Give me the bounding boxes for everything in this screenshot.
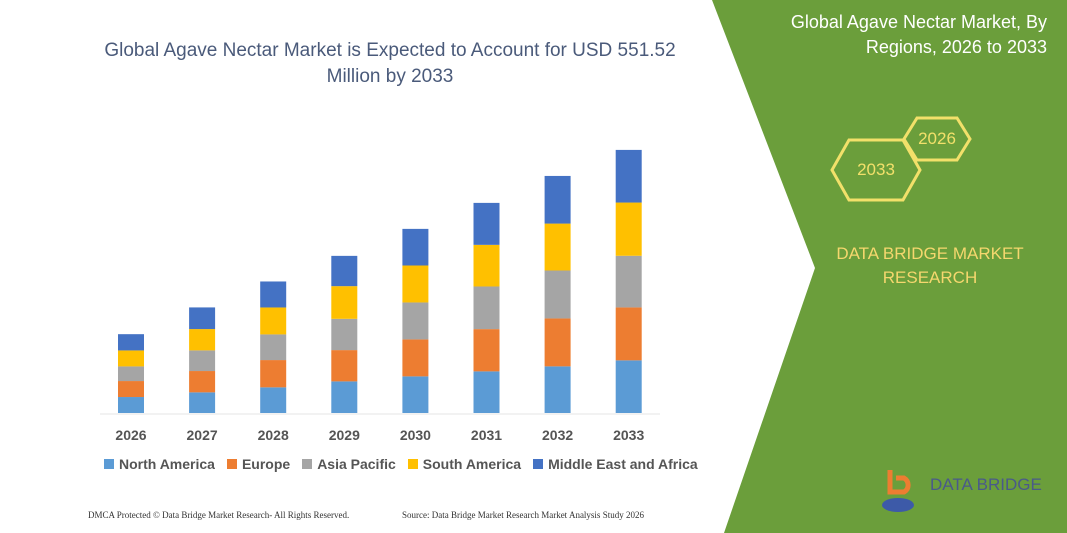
bar-segment-2032-0 bbox=[544, 366, 571, 413]
green-panel bbox=[712, 0, 1067, 533]
bar-segment-2032-3 bbox=[544, 223, 571, 271]
legend-label: South America bbox=[422, 456, 522, 472]
brand-text: DATA BRIDGE MARKET RESEARCH bbox=[836, 244, 1024, 287]
bar-segment-2033-4 bbox=[615, 149, 642, 203]
x-tick-label: 2033 bbox=[613, 427, 644, 443]
bar-segment-2027-1 bbox=[189, 371, 216, 393]
bar-segment-2033-1 bbox=[615, 307, 642, 361]
legend-label: North America bbox=[119, 456, 215, 472]
legend-label: Asia Pacific bbox=[317, 456, 396, 472]
bar-segment-2032-1 bbox=[544, 318, 571, 367]
bar-segment-2031-0 bbox=[473, 371, 500, 413]
legend: North America Europe Asia Pacific South Ame… bbox=[104, 456, 698, 472]
x-tick-label: 2026 bbox=[115, 427, 146, 443]
bar-segment-2031-4 bbox=[473, 202, 500, 245]
x-tick-label: 2030 bbox=[400, 427, 431, 443]
bar-segment-2029-4 bbox=[331, 255, 358, 287]
bar-segment-2028-3 bbox=[260, 307, 287, 335]
hex-label-2026: 2026 bbox=[918, 129, 956, 148]
legend-item: South America bbox=[407, 456, 522, 472]
bar-segment-2030-4 bbox=[402, 228, 429, 266]
legend-swatch bbox=[533, 459, 544, 469]
legend-swatch bbox=[302, 459, 313, 469]
bar-segment-2031-2 bbox=[473, 286, 500, 330]
bar-segment-2029-0 bbox=[331, 381, 358, 413]
footer-source: Source: Data Bridge Market Research Mark… bbox=[402, 510, 644, 520]
bar-segment-2029-2 bbox=[331, 318, 358, 351]
legend-swatch bbox=[104, 459, 114, 469]
hexagon-2033 bbox=[830, 138, 922, 202]
bar-segment-2028-4 bbox=[260, 281, 287, 308]
bar-segment-2032-4 bbox=[544, 175, 571, 224]
bar-segment-2027-3 bbox=[189, 329, 216, 351]
footer-dmca: DMCA Protected © Data Bridge Market Rese… bbox=[88, 510, 350, 520]
bar-segment-2029-1 bbox=[331, 350, 358, 382]
bar-segment-2026-1 bbox=[118, 381, 144, 398]
bar-segment-2027-0 bbox=[189, 392, 216, 413]
x-tick-label: 2029 bbox=[329, 427, 360, 443]
panel-title: Global Agave Nectar Market, By Regions, … bbox=[790, 12, 1047, 57]
bar-segment-2026-3 bbox=[118, 350, 144, 367]
bar-segment-2026-2 bbox=[118, 366, 144, 382]
bar-segment-2033-3 bbox=[615, 202, 642, 256]
x-tick-label: 2027 bbox=[187, 427, 218, 443]
bar-segment-2026-4 bbox=[118, 334, 144, 351]
legend-item: North America bbox=[104, 456, 215, 472]
legend-label: Europe bbox=[241, 456, 291, 472]
hex-label-2033: 2033 bbox=[857, 160, 895, 179]
chart-title: Global Agave Nectar Market is Expected t… bbox=[104, 40, 676, 87]
bar-segment-2033-2 bbox=[615, 255, 642, 308]
bar-segment-2031-3 bbox=[473, 244, 500, 287]
bar-segment-2030-0 bbox=[402, 376, 429, 413]
x-tick-label: 2028 bbox=[258, 427, 289, 443]
legend-item: Europe bbox=[226, 456, 291, 472]
bar-segment-2030-1 bbox=[402, 339, 429, 377]
bar-segment-2031-1 bbox=[473, 329, 500, 372]
bar-segment-2030-2 bbox=[402, 302, 429, 340]
bar-segment-2029-3 bbox=[331, 286, 358, 319]
bar-segment-2028-1 bbox=[260, 360, 287, 388]
legend-label: Middle East and Africa bbox=[548, 456, 698, 472]
bar-segment-2028-0 bbox=[260, 387, 287, 413]
bar-segment-2027-4 bbox=[189, 307, 216, 330]
bar-segment-2030-3 bbox=[402, 265, 429, 303]
logo-text: DATA BRIDGE bbox=[930, 475, 1042, 494]
bar-segment-2028-2 bbox=[260, 334, 287, 361]
bar-segment-2032-2 bbox=[544, 270, 571, 319]
x-tick-label: 2031 bbox=[471, 427, 502, 443]
x-tick-label: 2032 bbox=[542, 427, 573, 443]
legend-swatch bbox=[407, 459, 418, 469]
bar-segment-2027-2 bbox=[189, 350, 216, 372]
legend-item: Asia Pacific bbox=[302, 456, 396, 472]
bar-segment-2033-0 bbox=[615, 360, 642, 413]
legend-swatch bbox=[226, 459, 237, 469]
bar-segment-2026-0 bbox=[118, 397, 144, 413]
legend-item: Middle East and Africa bbox=[533, 456, 698, 472]
